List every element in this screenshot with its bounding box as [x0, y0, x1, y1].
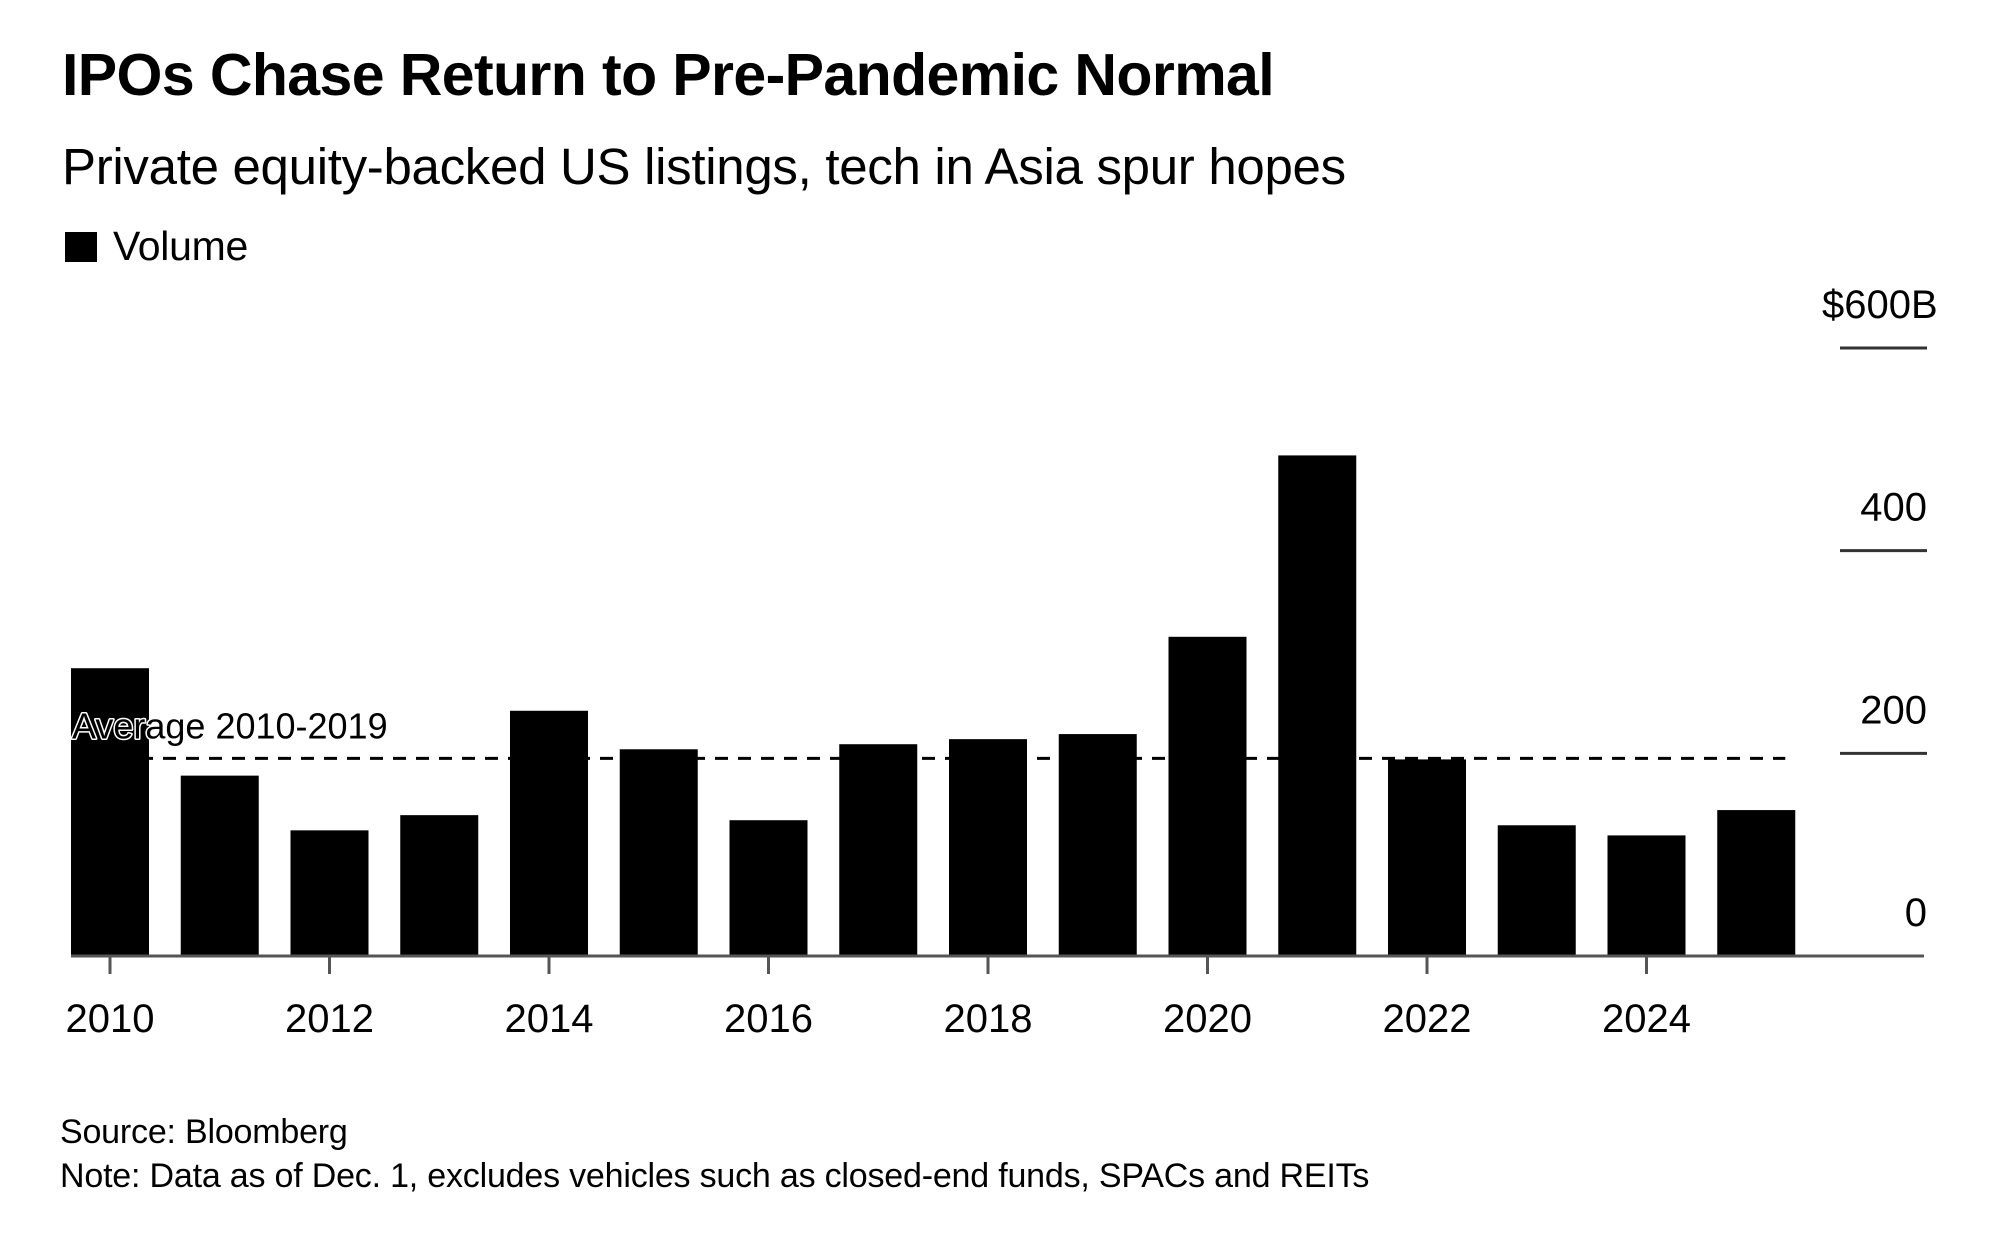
x-tick-label-2012: 2012	[285, 997, 374, 1041]
y-tick-label: 0	[1905, 891, 1927, 935]
bar-2022	[1388, 759, 1466, 956]
y-tick-label: 400	[1860, 486, 1927, 530]
y-axis: 0 200 400 $600B	[1822, 283, 1938, 935]
data-note: Note: Data as of Dec. 1, excludes vehicl…	[60, 1157, 1370, 1195]
chart-title: IPOs Chase Return to Pre-Pandemic Normal	[62, 42, 1275, 108]
chart-subtitle: Private equity-backed US listings, tech …	[62, 138, 1346, 195]
x-tick-label-2016: 2016	[724, 997, 813, 1041]
legend-label-volume: Volume	[113, 223, 248, 269]
x-tick-label-2022: 2022	[1383, 997, 1472, 1041]
bar-2024	[1607, 835, 1686, 956]
bar-2019	[1058, 734, 1137, 956]
bar-2023	[1497, 825, 1576, 956]
bar-2021	[1278, 455, 1357, 956]
bar-2012	[290, 830, 369, 956]
bar-2014	[510, 710, 588, 956]
legend-swatch-volume	[65, 231, 97, 262]
bars	[71, 455, 1796, 956]
y-tick-label: 200	[1860, 688, 1927, 732]
average-label: Average 2010-2019	[72, 705, 388, 746]
footer: Source: Bloomberg Note: Data as of Dec. …	[60, 1110, 1369, 1198]
x-tick-label-2010: 2010	[66, 997, 155, 1041]
legend: Volume	[65, 226, 248, 267]
x-tick-label-2024: 2024	[1602, 997, 1691, 1041]
average-reference: Average 2010-2019	[71, 704, 1786, 760]
bar-2016	[729, 820, 808, 956]
x-axis: 2010 2012 2014 2016 2018 2020 2022 2024	[66, 954, 1924, 1041]
bar-2017	[839, 744, 918, 956]
bar-2025	[1717, 810, 1796, 956]
y-tick-label: $600B	[1822, 283, 1938, 327]
bar-2020	[1168, 636, 1247, 956]
x-tick-label-2018: 2018	[944, 997, 1033, 1041]
source-note: Source: Bloomberg	[60, 1113, 348, 1151]
x-tick-label-2020: 2020	[1163, 997, 1252, 1041]
bar-2013	[400, 815, 479, 956]
bar-2011	[180, 775, 259, 956]
bar-2010	[71, 668, 149, 956]
bar-2015	[619, 749, 698, 956]
bar-2018	[949, 739, 1027, 956]
x-tick-label-2014: 2014	[505, 997, 594, 1041]
